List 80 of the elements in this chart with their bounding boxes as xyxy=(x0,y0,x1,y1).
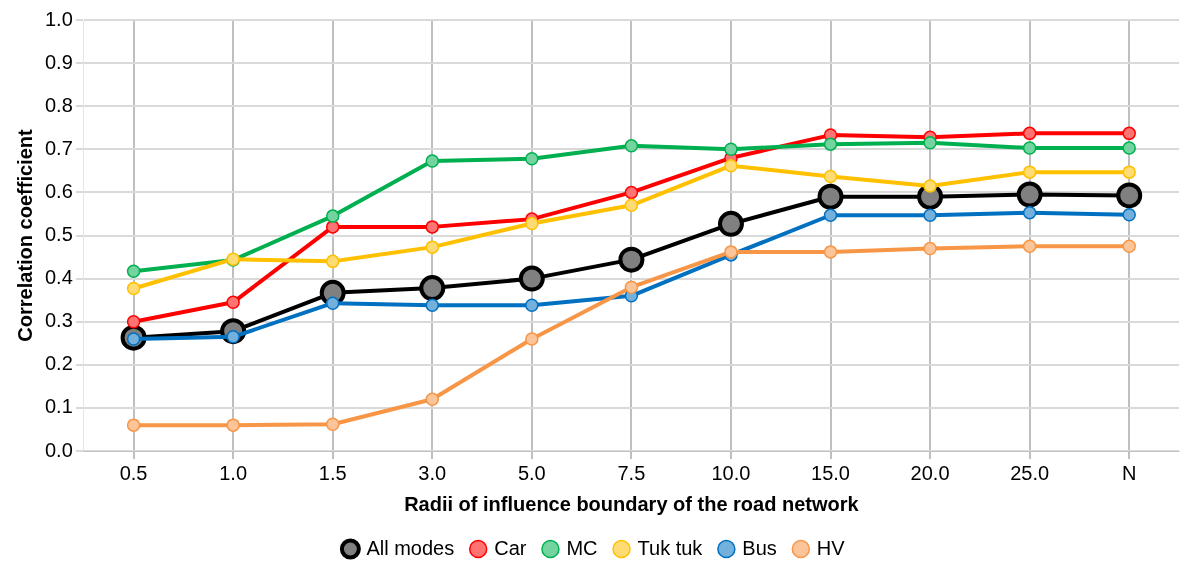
point xyxy=(425,220,440,234)
point xyxy=(1022,165,1037,179)
x-tick-label: N xyxy=(1121,461,1137,484)
point xyxy=(1116,182,1143,209)
point xyxy=(525,298,539,313)
point xyxy=(717,210,744,237)
point xyxy=(1122,239,1136,254)
legend-label: Car xyxy=(494,536,527,559)
legend-label: Tuk tuk xyxy=(637,536,704,559)
point xyxy=(325,296,340,310)
y-tick-label: 0.8 xyxy=(44,93,73,116)
point xyxy=(126,418,141,432)
x-tick-label: 25.0 xyxy=(1010,461,1050,484)
point xyxy=(624,185,639,200)
point xyxy=(525,152,539,166)
point xyxy=(1016,181,1043,208)
x-tick-label: 10.0 xyxy=(711,461,751,484)
y-axis-title: Correlation coefficient xyxy=(13,129,36,342)
point xyxy=(425,240,440,254)
point xyxy=(624,139,639,153)
y-tick-label: 0.9 xyxy=(44,50,73,73)
point xyxy=(126,264,141,279)
point xyxy=(525,216,539,231)
point xyxy=(126,281,141,296)
point xyxy=(923,241,937,256)
x-tick-label: 1.0 xyxy=(219,461,248,484)
y-tick-label: 1.0 xyxy=(44,7,73,30)
point xyxy=(823,137,838,151)
point xyxy=(1022,141,1037,155)
x-tick-label: 5.0 xyxy=(517,461,546,484)
y-tick-label: 0.2 xyxy=(44,352,73,375)
point xyxy=(325,254,340,269)
y-tick-label: 0.5 xyxy=(44,223,73,246)
x-axis-title: Radii of influence boundary of the road network xyxy=(404,492,860,515)
legend-label: MC xyxy=(566,536,598,559)
point xyxy=(923,208,937,222)
y-tick-label: 0.6 xyxy=(44,179,73,202)
legend-label: Bus xyxy=(742,536,777,559)
y-tick-label: 0.0 xyxy=(44,438,73,461)
point xyxy=(1022,126,1037,141)
point xyxy=(325,417,340,432)
x-tick-label: 3.0 xyxy=(418,461,447,484)
point xyxy=(624,280,639,294)
point xyxy=(1022,239,1037,254)
point xyxy=(724,142,738,157)
point xyxy=(425,298,440,313)
legend-label: All modes xyxy=(366,536,455,559)
point xyxy=(618,246,645,273)
point xyxy=(823,208,838,222)
x-tick-label: 15.0 xyxy=(811,461,850,484)
point xyxy=(425,392,440,407)
point xyxy=(823,245,838,259)
point xyxy=(724,158,738,173)
point xyxy=(425,154,440,168)
point xyxy=(823,169,838,184)
point xyxy=(1122,165,1136,179)
legend-label: HV xyxy=(816,536,846,559)
point xyxy=(419,275,446,302)
point xyxy=(923,179,937,193)
point xyxy=(226,295,240,310)
y-tick-label: 0.4 xyxy=(44,266,73,289)
point xyxy=(1122,208,1136,222)
x-tick-label: 0.5 xyxy=(119,461,148,484)
x-tick-label: 20.0 xyxy=(910,461,950,484)
y-tick-label: 0.1 xyxy=(44,395,73,418)
point xyxy=(126,314,141,329)
point xyxy=(1122,126,1136,141)
point xyxy=(923,136,937,150)
point xyxy=(1022,205,1037,220)
x-tick-label: 7.5 xyxy=(617,461,646,484)
y-tick-label: 0.3 xyxy=(44,309,73,332)
point xyxy=(226,418,240,432)
point xyxy=(525,332,539,346)
y-tick-label: 0.7 xyxy=(44,136,73,159)
x-tick-label: 1.5 xyxy=(318,461,347,484)
point xyxy=(624,198,639,213)
point xyxy=(325,209,340,223)
point xyxy=(1122,141,1136,155)
point xyxy=(817,183,844,210)
point xyxy=(518,265,545,292)
